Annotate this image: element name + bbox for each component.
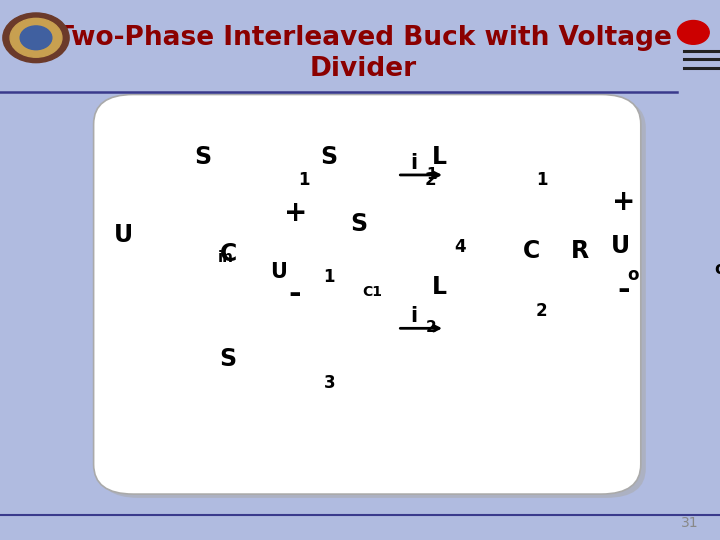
Text: 1: 1 xyxy=(299,171,310,190)
Text: 1: 1 xyxy=(426,167,437,182)
Text: S: S xyxy=(351,212,368,235)
Text: 2: 2 xyxy=(536,302,548,320)
FancyBboxPatch shape xyxy=(94,94,641,494)
Bar xyxy=(0,0,720,92)
Text: -: - xyxy=(617,276,630,305)
Text: L: L xyxy=(432,275,447,299)
Text: 2: 2 xyxy=(426,320,437,335)
Text: 1: 1 xyxy=(536,171,547,190)
Text: L: L xyxy=(432,145,447,168)
Text: Divider: Divider xyxy=(310,56,417,82)
Text: o: o xyxy=(626,266,638,284)
Text: C: C xyxy=(220,242,237,266)
Text: U: U xyxy=(270,261,287,282)
Text: -: - xyxy=(288,280,301,309)
Text: Two-Phase Interleaved Buck with Voltage: Two-Phase Interleaved Buck with Voltage xyxy=(55,25,672,51)
Circle shape xyxy=(678,21,709,44)
Text: in: in xyxy=(217,249,234,265)
Text: S: S xyxy=(320,145,338,168)
Text: o: o xyxy=(714,260,720,279)
Circle shape xyxy=(20,26,52,50)
Text: U: U xyxy=(611,234,630,258)
Text: i: i xyxy=(410,306,418,326)
Text: 31: 31 xyxy=(681,516,698,530)
Text: C: C xyxy=(523,239,540,263)
Text: +: + xyxy=(612,188,635,217)
Text: U: U xyxy=(114,223,133,247)
Text: i: i xyxy=(410,153,418,173)
Text: R: R xyxy=(571,239,589,263)
Text: S: S xyxy=(194,145,212,168)
Text: 2: 2 xyxy=(425,171,436,190)
Circle shape xyxy=(3,13,69,63)
Text: S: S xyxy=(220,347,237,371)
Text: 4: 4 xyxy=(455,238,467,256)
Text: +: + xyxy=(284,199,307,227)
Text: 3: 3 xyxy=(324,374,336,392)
FancyBboxPatch shape xyxy=(99,98,646,498)
Circle shape xyxy=(10,18,62,57)
Text: C1: C1 xyxy=(361,285,382,299)
Text: 1: 1 xyxy=(324,268,335,287)
